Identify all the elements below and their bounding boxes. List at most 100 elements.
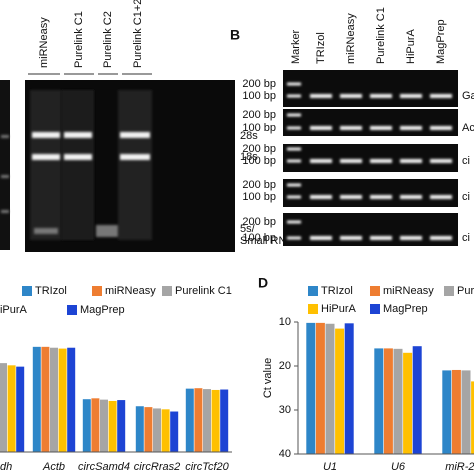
legend-swatch <box>370 286 380 296</box>
bar <box>315 322 325 454</box>
bar <box>211 389 220 452</box>
band-label: Small RNA <box>240 235 294 247</box>
legend-label: TRIzol <box>321 285 353 297</box>
marker-band <box>287 236 301 240</box>
bar <box>161 409 170 452</box>
band-label: 28s <box>240 130 258 142</box>
pcr-band <box>310 236 332 240</box>
gel-b: B Marker TRIzol miRNeasy Purelink C1 HiP… <box>230 7 474 246</box>
size-label: 200 bp <box>242 179 276 191</box>
pcr-band <box>400 159 422 163</box>
legend-label: HiPurA <box>321 303 357 315</box>
gel-row <box>283 179 458 207</box>
size-label: 100 bp <box>242 155 276 167</box>
pcr-band <box>370 159 392 163</box>
panel-label: D <box>258 275 268 291</box>
legend-label: Purelink C1 <box>175 285 232 297</box>
gel-row <box>283 144 458 172</box>
legend-label: MagPrep <box>383 303 428 315</box>
y-tick-label: 10 <box>279 316 291 328</box>
size-label: 200 bp <box>242 78 276 90</box>
size-label: 200 bp <box>242 143 276 155</box>
panel-label: B <box>230 27 240 43</box>
pcr-band <box>400 94 422 98</box>
marker-band <box>287 183 301 187</box>
marker-band <box>287 195 301 199</box>
x-tick-label: Actb <box>42 461 65 473</box>
lane-label: TRIzol <box>315 32 327 64</box>
bar <box>170 411 179 452</box>
legend-swatch <box>67 305 77 315</box>
gene-label: Ac <box>462 122 474 134</box>
band-label: 18s <box>240 151 258 163</box>
bar <box>461 370 471 454</box>
legend-swatch <box>22 286 32 296</box>
gene-label: ci <box>462 232 470 244</box>
gel-row <box>283 70 458 107</box>
lane-label: Purelink C2 <box>102 11 114 68</box>
bar <box>0 363 7 452</box>
pcr-band <box>340 159 362 163</box>
x-tick-label: U1 <box>323 461 337 473</box>
y-tick-label: 30 <box>279 404 291 416</box>
legend-label: TRIzol <box>35 285 67 297</box>
gene-label: ci <box>462 191 470 203</box>
pcr-band <box>430 159 452 163</box>
pcr-band <box>400 126 422 130</box>
marker-band <box>287 159 301 163</box>
size-label: 100 bp <box>242 191 276 203</box>
x-tick-label: pdh <box>0 461 12 473</box>
bar <box>442 370 452 454</box>
bar <box>185 388 194 452</box>
bar <box>16 366 25 452</box>
pcr-band <box>340 236 362 240</box>
y-tick-label: 40 <box>279 448 291 460</box>
y-axis-title: Ct value <box>262 358 274 398</box>
pcr-band <box>370 94 392 98</box>
lane-label: Purelink C1 <box>73 11 85 68</box>
bar <box>91 398 100 452</box>
marker-band <box>287 220 301 224</box>
bar <box>100 399 108 452</box>
bar <box>412 346 422 454</box>
bar <box>325 323 335 454</box>
gene-label: Ga <box>462 90 474 102</box>
pcr-band <box>310 126 332 130</box>
bar <box>7 365 16 452</box>
bar <box>203 389 211 452</box>
bar <box>153 408 161 452</box>
pcr-band <box>370 195 392 199</box>
lane-label: HiPurA <box>405 28 417 64</box>
legend-label: miRNeasy <box>383 285 434 297</box>
bar <box>50 347 58 452</box>
bar <box>117 400 126 452</box>
bar <box>471 381 474 454</box>
marker-band <box>287 126 301 130</box>
pcr-band <box>430 195 452 199</box>
bar <box>82 399 91 452</box>
legend-label: miRNeasy <box>105 285 156 297</box>
bar <box>451 369 461 454</box>
bar <box>67 347 76 452</box>
lane-label: Marker <box>290 29 302 64</box>
size-label: 200 bp <box>242 216 276 228</box>
x-tick-label: circRras2 <box>134 461 180 473</box>
lane-label: Purelink C1+2 <box>132 0 144 68</box>
x-tick-label: circSamd4 <box>78 461 130 473</box>
pcr-band <box>430 126 452 130</box>
bar <box>383 348 393 454</box>
pcr-band <box>340 94 362 98</box>
legend-swatch <box>370 304 380 314</box>
pcr-band <box>370 126 392 130</box>
pcr-band <box>310 94 332 98</box>
pcr-band <box>430 236 452 240</box>
size-label: 100 bp <box>242 232 276 244</box>
band-label: 5s/ <box>240 223 256 235</box>
legend-swatch <box>308 286 318 296</box>
size-label: 100 bp <box>242 90 276 102</box>
marker-band <box>287 113 301 117</box>
bar <box>135 406 144 452</box>
bar <box>194 388 203 452</box>
pcr-band <box>370 236 392 240</box>
